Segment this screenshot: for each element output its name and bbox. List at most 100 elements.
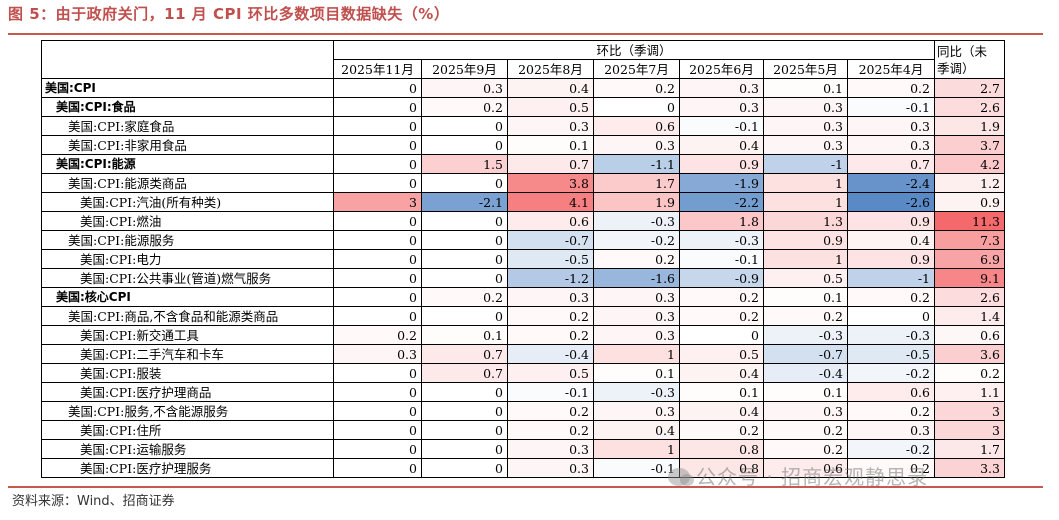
- table-row: 美国:CPI:服务,不含能源服务 0 0 0.2 0.3 0.4 0.3 0.2 3: [41, 401, 1005, 421]
- row-label: 美国:CPI:公共事业(管道)燃气服务: [41, 268, 334, 288]
- yoy-cell: 1.1: [934, 382, 1005, 402]
- table-row: 美国:CPI:燃油 0 0 0.6 -0.3 1.8 1.3 0.9 11.3: [41, 211, 1005, 231]
- mom-cell: 0.3: [507, 287, 594, 307]
- source-note: 资料来源：Wind、招商证券: [12, 494, 175, 509]
- mom-cell: 0.7: [847, 154, 935, 174]
- mom-cell: 0.5: [507, 97, 594, 117]
- mom-cell: 0.6: [847, 382, 935, 402]
- table-row: 美国:CPI:服装 0 0.7 0.5 0.1 0.4 -0.4 -0.2 0.2: [41, 363, 1005, 383]
- month-header: 2025年8月: [507, 59, 594, 79]
- mom-cell: 0.2: [507, 401, 594, 421]
- row-label: 美国:CPI:非家用食品: [41, 135, 334, 155]
- mom-cell: 0.3: [593, 401, 680, 421]
- mom-cell: 0: [421, 211, 508, 231]
- figure-title: 图 5：由于政府关门，11 月 CPI 环比多数项目数据缺失（%）: [8, 5, 450, 23]
- mom-cell: 0.3: [847, 116, 935, 136]
- mom-cell: 0.5: [679, 344, 764, 364]
- mom-cell: -0.2: [593, 230, 680, 250]
- mom-cell: 0: [421, 249, 508, 269]
- mom-cell: 0.2: [593, 78, 680, 98]
- yoy-cell: 3: [934, 420, 1005, 440]
- mom-cell: 0.3: [507, 116, 594, 136]
- row-label: 美国:CPI:医疗护理商品: [41, 382, 334, 402]
- row-label: 美国:CPI:医疗护理服务: [41, 458, 334, 478]
- row-label: 美国:CPI:能源服务: [41, 230, 334, 250]
- row-label: 美国:核心CPI: [41, 287, 334, 307]
- label-header: [41, 40, 334, 79]
- row-label: 美国:CPI:住所: [41, 420, 334, 440]
- row-label: 美国:CPI:电力: [41, 249, 334, 269]
- table-row: 美国:CPI:公共事业(管道)燃气服务 0 0 -1.2 -1.6 -0.9 0.5 -1 9.…: [41, 268, 1005, 288]
- watermark: 公众号 · 招商宏观静思录: [668, 461, 928, 490]
- mom-cell: -0.9: [679, 268, 764, 288]
- mom-cell: 0.3: [593, 287, 680, 307]
- row-label: 美国:CPI:服务,不含能源服务: [41, 401, 334, 421]
- mom-cell: 4.1: [507, 192, 594, 212]
- mom-cell: 0: [421, 230, 508, 250]
- mom-cell: -1.2: [507, 268, 594, 288]
- mom-cell: 0.2: [507, 420, 594, 440]
- mom-cell: 1.5: [421, 154, 508, 174]
- table-row: 美国:CPI:电力 0 0 -0.5 0.2 -0.1 1 0.9 6.9: [41, 249, 1005, 269]
- mom-cell: 0.1: [763, 78, 848, 98]
- table-row: 美国:CPI:医疗护理服务 0 0 0.3 -0.1 0.8 0.6 0.2 3.3: [41, 458, 1005, 478]
- mom-cell: 0: [333, 154, 422, 174]
- mom-cell: 0.4: [679, 135, 764, 155]
- mom-cell: 1.9: [593, 192, 680, 212]
- mom-cell: -0.3: [593, 211, 680, 231]
- mom-cell: -0.2: [847, 439, 935, 459]
- mom-cell: 0.1: [763, 382, 848, 402]
- mom-cell: 0: [333, 363, 422, 383]
- mom-cell: 0.3: [763, 116, 848, 136]
- mom-cell: 0.5: [507, 363, 594, 383]
- mom-cell: 0.2: [333, 325, 422, 345]
- table-row: 美国:CPI:汽油(所有种类) 3 -2.1 4.1 1.9 -2.2 1 -2.6 0.9: [41, 192, 1005, 212]
- mom-cell: 1: [763, 192, 848, 212]
- row-label: 美国:CPI:食品: [41, 97, 334, 117]
- mom-cell: 0.2: [679, 287, 764, 307]
- mom-cell: 0.3: [763, 401, 848, 421]
- yoy-cell: 1.2: [934, 173, 1005, 193]
- mom-cell: 0.4: [679, 401, 764, 421]
- month-header: 2025年4月: [847, 59, 935, 79]
- mom-cell: 0.1: [593, 363, 680, 383]
- mom-cell: 0: [333, 382, 422, 402]
- mom-cell: 0.2: [421, 287, 508, 307]
- row-label: 美国:CPI:汽油(所有种类): [41, 192, 334, 212]
- mom-cell: 0: [333, 420, 422, 440]
- mom-cell: 0.3: [593, 135, 680, 155]
- mom-cell: 0.6: [593, 116, 680, 136]
- mom-cell: 0: [421, 420, 508, 440]
- mom-cell: 0.2: [763, 439, 848, 459]
- mom-cell: 0.3: [679, 78, 764, 98]
- mom-cell: -0.1: [593, 458, 680, 478]
- mom-cell: 0: [333, 268, 422, 288]
- mom-cell: 0: [333, 401, 422, 421]
- mom-cell: 0.1: [507, 135, 594, 155]
- mom-cell: 3.8: [507, 173, 594, 193]
- watermark-text: 公众号 · 招商宏观静思录: [696, 465, 929, 489]
- yoy-cell: 3.6: [934, 344, 1005, 364]
- mom-cell: 0.2: [507, 325, 594, 345]
- mom-cell: -0.5: [847, 344, 935, 364]
- yoy-header-line2: 季调）: [937, 60, 975, 76]
- mom-cell: 1.8: [679, 211, 764, 231]
- mom-cell: 0.3: [847, 135, 935, 155]
- bottom-rule: [8, 486, 1043, 488]
- mom-cell: -0.7: [507, 230, 594, 250]
- mom-cell: 0.8: [679, 439, 764, 459]
- mom-cell: 0.4: [507, 78, 594, 98]
- mom-cell: 0: [333, 230, 422, 250]
- table-row: 美国:CPI:非家用食品 0 0 0.1 0.3 0.4 0.3 0.3 3.7: [41, 135, 1005, 155]
- yoy-cell: 2.6: [934, 287, 1005, 307]
- mom-cell: -0.3: [847, 325, 935, 345]
- mom-group-header: 环比（季调）: [333, 40, 935, 60]
- header-row-group: 环比（季调） 同比（未 季调）: [41, 40, 1005, 79]
- mom-cell: 1.3: [763, 211, 848, 231]
- mom-cell: 0: [421, 401, 508, 421]
- mom-cell: 0: [421, 306, 508, 326]
- mom-cell: 0.3: [507, 439, 594, 459]
- mom-cell: -0.1: [679, 116, 764, 136]
- mom-cell: 0.9: [763, 230, 848, 250]
- table-row: 美国:CPI:运输服务 0 0 0.3 1 0.8 0.2 -0.2 1.7: [41, 439, 1005, 459]
